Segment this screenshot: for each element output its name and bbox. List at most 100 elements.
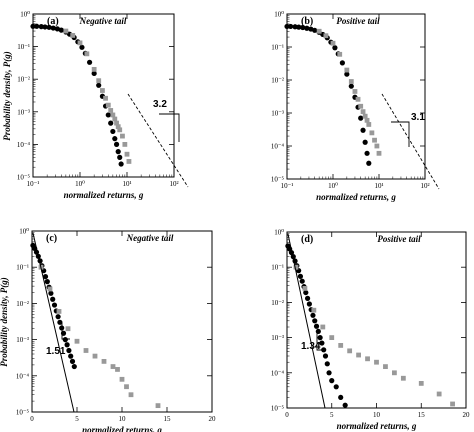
- data-point: [101, 358, 107, 364]
- data-point: [118, 161, 124, 167]
- data-point: [304, 25, 310, 31]
- data-point: [323, 33, 329, 39]
- y-tick-label: 10⁰: [274, 11, 284, 19]
- y-tick-label: 10⁻¹: [271, 264, 284, 272]
- data-point: [326, 370, 332, 376]
- data-point: [356, 352, 361, 358]
- data-point: [56, 309, 62, 314]
- x-tick-label: 10²: [420, 182, 429, 190]
- data-point: [364, 117, 370, 123]
- data-point: [66, 347, 72, 354]
- x-tick-label: 5: [75, 415, 79, 423]
- series-gray-squares: [38, 264, 161, 409]
- data-point: [96, 78, 102, 84]
- x-tick-label: 10⁰: [328, 182, 338, 190]
- x-tick-label: 10⁰: [75, 180, 85, 188]
- data-point: [155, 403, 161, 409]
- x-axis-label: normalized returns, g: [82, 425, 162, 432]
- data-point: [65, 326, 71, 332]
- data-point: [47, 286, 53, 292]
- panel-label: (a): [47, 16, 59, 27]
- data-point: [115, 367, 120, 372]
- data-point: [42, 24, 48, 30]
- slope-label: 1.51: [46, 346, 66, 357]
- data-point: [316, 28, 322, 34]
- data-point: [117, 154, 123, 160]
- slope-label: 3.1: [411, 112, 425, 123]
- data-point: [62, 337, 68, 343]
- data-point: [320, 324, 326, 330]
- data-point: [358, 115, 364, 121]
- data-point: [42, 273, 49, 280]
- data-point: [366, 160, 372, 166]
- series-gray-squares: [316, 28, 382, 156]
- y-tick-label: 10⁻⁵: [17, 174, 31, 182]
- data-point: [360, 127, 366, 133]
- panel-label: (c): [46, 233, 57, 244]
- data-point: [120, 133, 125, 139]
- data-point: [105, 112, 111, 118]
- data-point: [91, 66, 97, 72]
- panel-title: Negative tail: [126, 233, 174, 243]
- data-point: [348, 83, 354, 89]
- panel-label: (b): [301, 16, 313, 27]
- data-point: [84, 51, 90, 57]
- data-point: [344, 71, 350, 77]
- data-point: [58, 27, 64, 33]
- x-tick-label: 5: [330, 411, 334, 419]
- y-tick-label: 10⁻³: [16, 336, 29, 344]
- y-tick-label: 10⁰: [274, 229, 284, 237]
- data-point: [115, 124, 121, 130]
- fit-line: [287, 233, 326, 409]
- data-point: [110, 364, 116, 369]
- data-point: [57, 319, 63, 325]
- y-tick-label: 10⁻⁵: [16, 409, 30, 417]
- y-tick-label: 10⁻³: [271, 110, 284, 118]
- data-point: [34, 23, 40, 29]
- data-point: [115, 149, 121, 155]
- data-point: [312, 27, 318, 33]
- data-point: [372, 137, 377, 143]
- series-black-circles: [284, 23, 372, 166]
- data-point: [44, 279, 50, 285]
- data-point: [436, 391, 442, 397]
- fit-line: [32, 232, 75, 413]
- data-point: [362, 113, 368, 119]
- x-axis-label: normalized returns, g: [64, 190, 144, 200]
- data-point: [113, 141, 120, 147]
- data-point: [69, 358, 76, 364]
- data-point: [324, 361, 330, 367]
- y-tick-label: 10⁻³: [271, 334, 284, 342]
- data-point: [299, 278, 305, 284]
- y-tick-label: 10⁰: [19, 228, 29, 236]
- data-point: [119, 376, 125, 382]
- data-point: [288, 23, 294, 30]
- fit-line: [127, 93, 189, 188]
- plot-frame: [32, 13, 175, 178]
- data-point: [400, 375, 406, 381]
- x-tick-label: 10²: [169, 180, 178, 188]
- data-point: [86, 59, 93, 65]
- series-gray-squares: [63, 28, 132, 164]
- data-point: [83, 348, 89, 353]
- y-tick-label: 10⁻³: [17, 108, 30, 116]
- x-tick-label: 10: [119, 415, 127, 423]
- data-point: [91, 70, 97, 77]
- data-point: [330, 40, 336, 46]
- data-point: [50, 25, 56, 31]
- data-point: [322, 353, 329, 359]
- data-point: [70, 33, 76, 38]
- x-tick-label: 15: [164, 415, 172, 423]
- data-point: [352, 89, 358, 94]
- data-point: [329, 335, 335, 340]
- data-point: [317, 335, 323, 341]
- data-point: [369, 130, 375, 136]
- data-point: [450, 401, 455, 407]
- data-point: [342, 402, 348, 408]
- data-point: [108, 108, 114, 113]
- data-point: [100, 88, 105, 93]
- x-tick-label: 10⁻¹: [27, 180, 40, 188]
- data-point: [344, 67, 350, 73]
- data-point: [338, 343, 344, 348]
- data-point: [300, 24, 306, 31]
